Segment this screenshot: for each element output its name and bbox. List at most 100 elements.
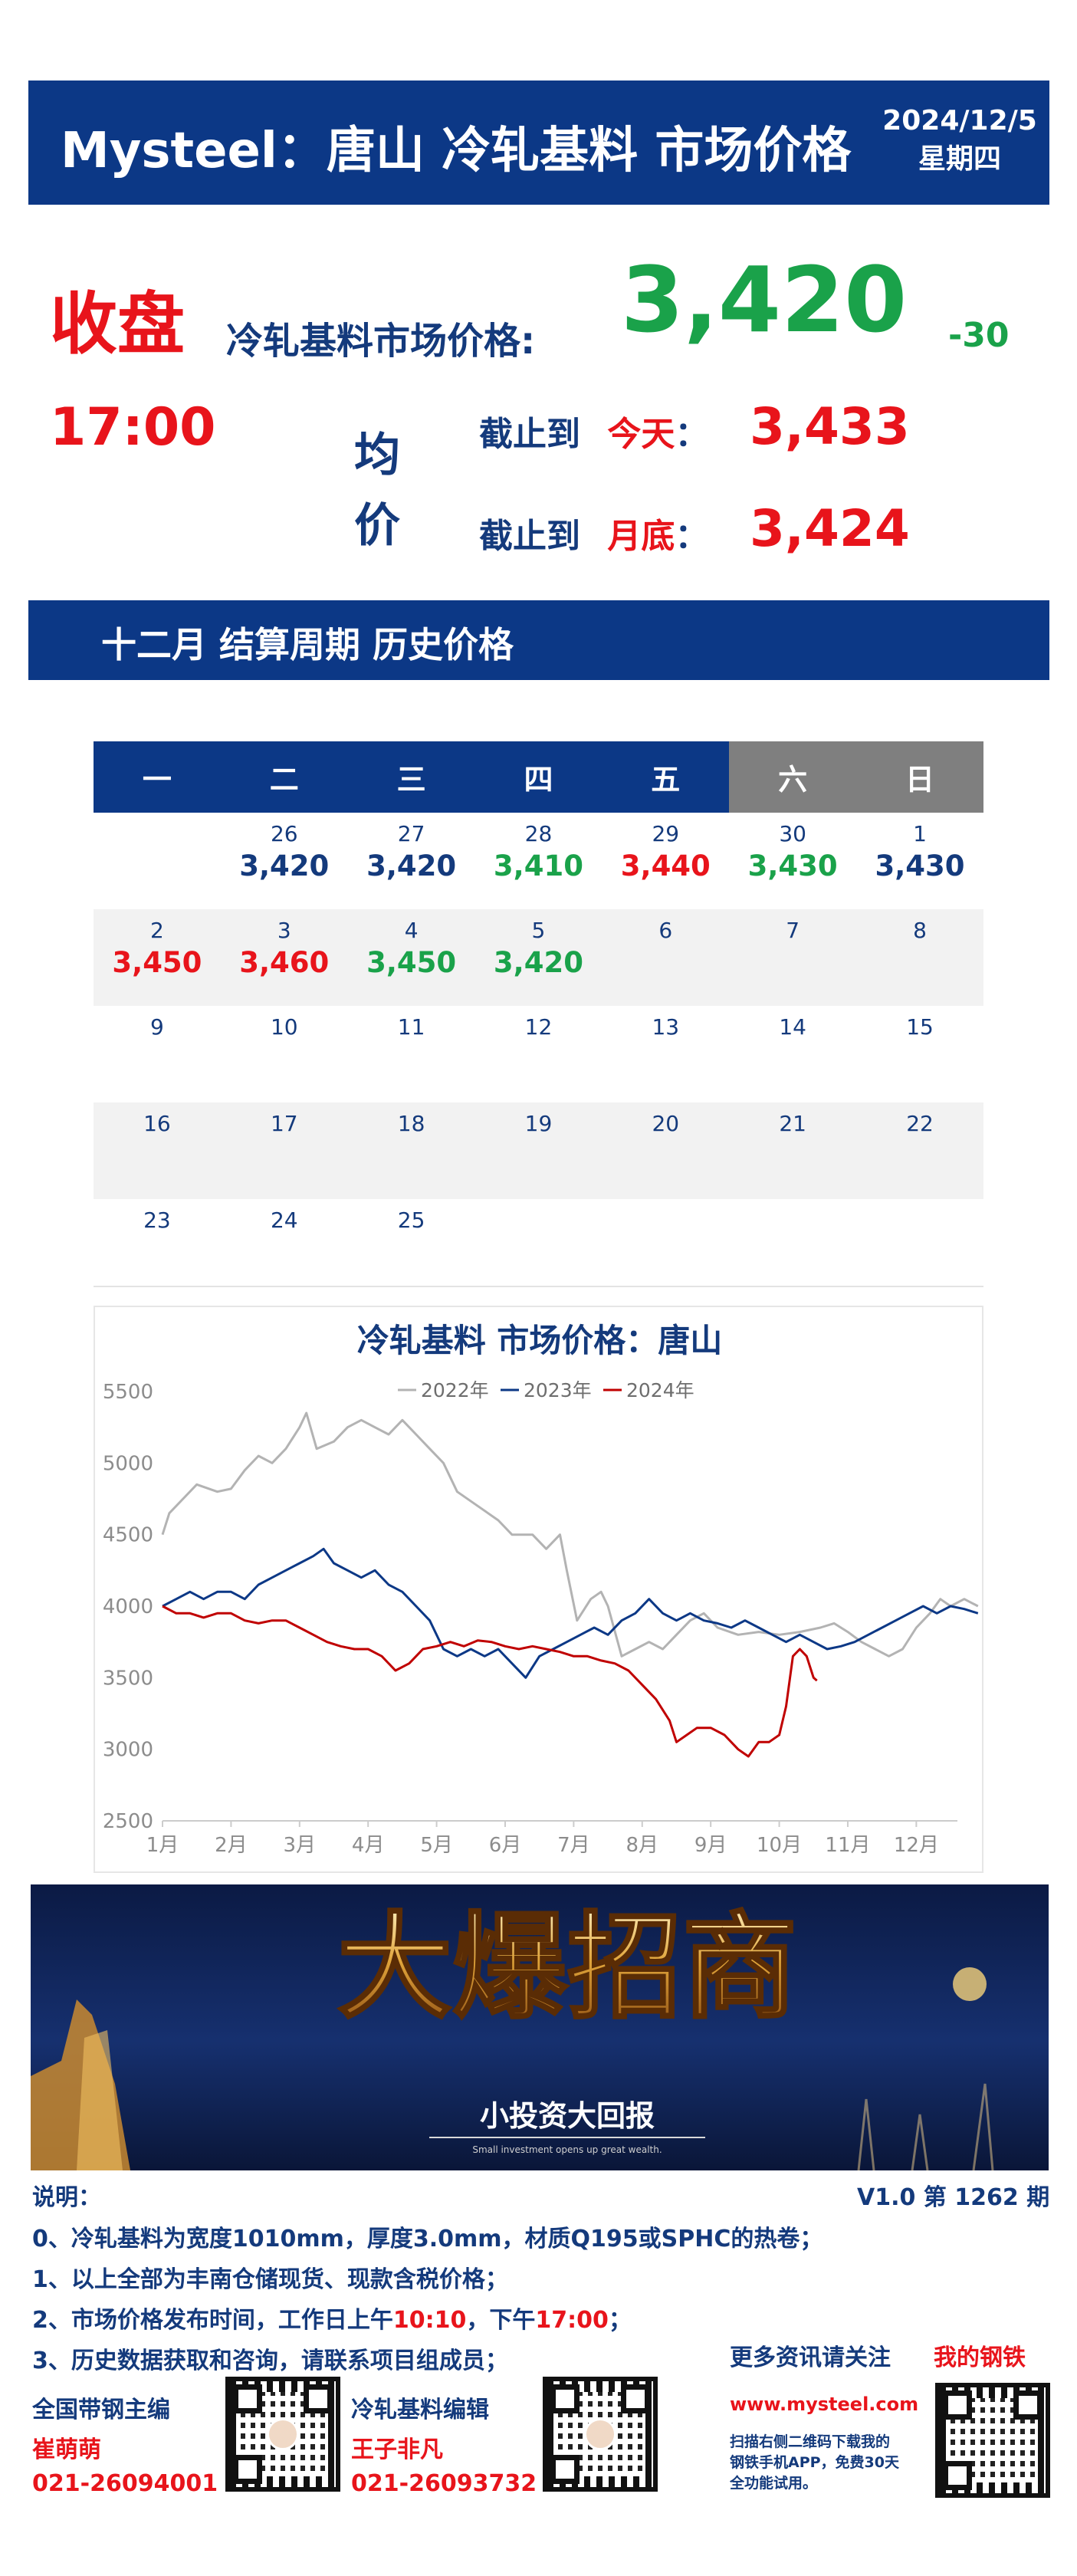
x-tick-label: 8月 — [626, 1834, 659, 1857]
calendar-day-cell: 26 3,420 — [221, 813, 348, 909]
x-tick-label: 7月 — [557, 1834, 590, 1857]
chart-title: 冷轧基料 市场价格：唐山 — [357, 1322, 723, 1359]
app-qr-code[interactable] — [935, 2383, 1050, 2498]
calendar-day-price: 3,420 — [493, 946, 583, 979]
calendar-day-number: 6 — [658, 918, 673, 943]
calendar-day-number: 28 — [524, 821, 553, 846]
calendar-day-number: 10 — [270, 1014, 298, 1040]
legend-label: 2023年 — [524, 1379, 592, 1401]
calendar-day-cell: 30 3,430 — [729, 813, 856, 909]
calendar-day-cell: 21 — [729, 1102, 857, 1199]
note-0: 0、冷轧基料为宽度1010mm，厚度3.0mm，材质Q195或SPHC的热卷； — [32, 2226, 823, 2252]
calendar-day-number: 24 — [270, 1208, 298, 1233]
banner-subtitle: 小投资大回报 — [480, 2099, 655, 2133]
calendar-week-row: 16 17 18 19 20 21 22 — [94, 1102, 983, 1199]
avg-row-today-colon: ： — [675, 415, 709, 454]
header-bar: Mysteel：唐山 冷轧基料 市场价格 2024/12/5 星期四 — [28, 80, 1049, 205]
calendar-day-cell: 14 — [729, 1006, 856, 1102]
moon-icon — [953, 1967, 987, 2001]
promo-banner[interactable]: 大爆招商 小投资大回报 Small investment opens up gr… — [31, 1884, 1049, 2170]
banner-tiny-text: Small investment opens up great wealth. — [472, 2144, 662, 2155]
calendar-day-cell: 18 — [347, 1102, 475, 1199]
x-tick-label: 3月 — [284, 1834, 317, 1857]
calendar-day-price: 3,410 — [493, 849, 583, 882]
calendar-day-number: 17 — [270, 1111, 298, 1136]
calendar-day-number: 15 — [906, 1014, 934, 1040]
legend-label: 2022年 — [421, 1379, 489, 1401]
calendar-day-cell: 11 — [348, 1006, 475, 1102]
price-calendar: 一 二 三 四 五 六 日 26 3,420 27 3,420 28 3,410 29 3,4… — [94, 741, 983, 1296]
calendar-day-number: 1 — [913, 821, 927, 846]
calendar-day-cell: 17 — [220, 1102, 348, 1199]
y-tick-label: 5000 — [103, 1452, 153, 1475]
note-2-text-a: 2、市场价格发布时间，工作日上午 — [32, 2307, 393, 2334]
calendar-day-cell: 24 — [221, 1199, 348, 1296]
x-tick-label: 11月 — [825, 1834, 870, 1857]
editor1-title: 全国带钢主编 — [32, 2397, 170, 2423]
follow-label: 更多资讯请关注 — [730, 2344, 891, 2371]
calendar-day-cell — [602, 1199, 729, 1296]
calendar-day-cell: 12 — [475, 1006, 603, 1102]
avg-row-today-key: 今天 — [607, 415, 675, 454]
calendar-day-price: 3,460 — [239, 946, 330, 979]
y-tick-label: 2500 — [103, 1810, 153, 1833]
calendar-day-cell — [94, 813, 221, 909]
note-3: 3、历史数据获取和咨询，请联系项目组成员； — [32, 2348, 508, 2374]
y-tick-label: 3500 — [103, 1667, 153, 1690]
avg-today-value: 3,433 — [750, 397, 910, 456]
notes-label: 说明： — [32, 2184, 101, 2211]
calendar-day-price: 3,440 — [620, 849, 711, 882]
calendar-day-price: 3,450 — [112, 946, 202, 979]
x-tick-label: 4月 — [352, 1834, 385, 1857]
weekday-wed: 三 — [347, 741, 475, 813]
calendar-week-row: 9 10 11 12 13 14 15 — [94, 1006, 983, 1102]
price-change: -30 — [948, 316, 1010, 355]
legend-label: 2024年 — [626, 1379, 694, 1401]
chart-panel: 冷轧基料 市场价格：唐山 2022年 2023年 2024年 2500 3000 350… — [94, 1306, 983, 1873]
x-tick-label: 2月 — [215, 1834, 248, 1857]
editor1-qr-code[interactable] — [225, 2377, 340, 2492]
app-note: 扫描右侧二维码下载我的 钢铁手机APP，免费30天 全功能试用。 — [730, 2432, 899, 2494]
calendar-day-number: 25 — [397, 1208, 425, 1233]
calendar-day-cell: 27 3,420 — [348, 813, 475, 909]
editor1-phone[interactable]: 021-26094001 — [32, 2470, 218, 2497]
series-line-2023年 — [162, 1547, 979, 1679]
calendar-day-number: 26 — [270, 821, 298, 846]
site-link[interactable]: www.mysteel.com — [730, 2394, 919, 2415]
calendar-day-cell: 9 — [94, 1006, 221, 1102]
note-2-time-am: 10:10 — [392, 2307, 467, 2334]
calendar-day-cell: 19 — [474, 1102, 603, 1199]
calendar-day-number: 7 — [786, 918, 800, 943]
y-tick-label: 4000 — [103, 1595, 153, 1618]
calendar-day-price: 3,430 — [875, 849, 965, 882]
editor2-qr-code[interactable] — [543, 2377, 658, 2492]
calendar-day-cell: 4 3,450 — [347, 909, 475, 1006]
editor2-phone[interactable]: 021-26093732 — [351, 2470, 537, 2497]
calendar-day-number: 21 — [779, 1111, 806, 1136]
calendar-day-price: 3,420 — [239, 849, 330, 882]
calendar-day-cell: 6 — [602, 909, 730, 1006]
close-label: 收盘 — [50, 284, 186, 363]
calendar-day-number: 9 — [150, 1014, 164, 1040]
calendar-day-cell: 16 — [94, 1102, 221, 1199]
calendar-day-cell: 28 3,410 — [475, 813, 603, 909]
note-2: 2、市场价格发布时间，工作日上午10:10，下午17:00； — [32, 2301, 632, 2334]
weekday-thu: 四 — [474, 741, 603, 813]
calendar-day-number: 19 — [524, 1111, 553, 1136]
y-tick-label: 5500 — [103, 1381, 153, 1404]
avg-row-month-colon: ： — [675, 517, 709, 556]
note-2-text-c: ； — [608, 2307, 632, 2334]
date-text: 2024/12/5 — [882, 105, 1037, 136]
calendar-day-cell — [475, 1199, 603, 1296]
calendar-week-row: 2 3,450 3 3,460 4 3,450 5 3,420 6 7 8 — [94, 909, 983, 1006]
chart-legend: 2022年 2023年 2024年 — [398, 1379, 694, 1401]
issue-version: V1.0 第 1262 期 — [857, 2184, 1050, 2211]
calendar-day-cell: 7 — [729, 909, 857, 1006]
price-label: 冷轧基料市场价格: — [226, 320, 536, 363]
weekday-text: 星期四 — [918, 143, 1001, 175]
editor2-name: 王子非凡 — [351, 2436, 443, 2463]
app-name: 我的钢铁 — [934, 2344, 1026, 2371]
calendar-day-number: 16 — [143, 1111, 171, 1136]
price-line-chart: 冷轧基料 市场价格：唐山 2022年 2023年 2024年 2500 3000 350… — [103, 1322, 979, 1857]
editor1-avatar — [267, 2418, 299, 2450]
